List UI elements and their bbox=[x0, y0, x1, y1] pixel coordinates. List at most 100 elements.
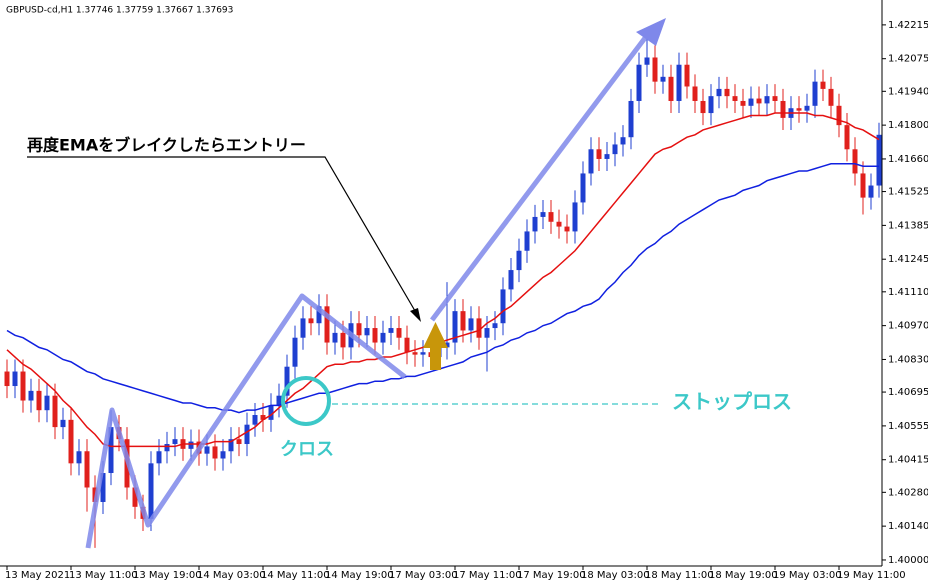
candle-body bbox=[84, 451, 90, 488]
candle-body bbox=[100, 472, 106, 502]
candle-body bbox=[316, 306, 322, 324]
trend-arrow-head bbox=[636, 18, 666, 46]
y-tick-label: 1.40695 bbox=[888, 387, 928, 398]
candle-body bbox=[220, 451, 226, 459]
candle-body bbox=[756, 98, 762, 104]
x-tick-label: 17 May 19:00 bbox=[517, 570, 586, 581]
candle-body bbox=[468, 318, 474, 331]
y-tick-label: 1.42215 bbox=[888, 20, 928, 31]
candle-body bbox=[740, 100, 746, 106]
candle-body bbox=[580, 173, 586, 203]
x-tick-label: 13 May 11:00 bbox=[69, 570, 138, 581]
candle-body bbox=[308, 318, 314, 324]
candle-body bbox=[724, 88, 730, 97]
candle-body bbox=[284, 366, 290, 396]
candle-body bbox=[268, 405, 274, 420]
candle-body bbox=[572, 202, 578, 232]
candle-body bbox=[676, 64, 682, 101]
candle-body bbox=[540, 212, 546, 217]
candle-body bbox=[36, 390, 42, 411]
candle-body bbox=[652, 57, 658, 82]
zigzag-line bbox=[85, 293, 407, 549]
y-tick-label: 1.40415 bbox=[888, 455, 928, 466]
candle-body bbox=[732, 96, 738, 101]
candle-body bbox=[508, 270, 514, 290]
candle-body bbox=[684, 64, 690, 87]
candle-body bbox=[708, 96, 714, 114]
candle-body bbox=[588, 149, 594, 174]
y-tick-label: 1.41245 bbox=[888, 254, 928, 265]
candle-body bbox=[668, 76, 674, 101]
candle-body bbox=[244, 424, 250, 445]
candle-body bbox=[444, 342, 450, 348]
candle-body bbox=[844, 125, 850, 150]
candle-body bbox=[388, 328, 394, 333]
overlay-drawings bbox=[85, 18, 666, 549]
candle-body bbox=[868, 185, 874, 198]
candle-body bbox=[548, 212, 554, 222]
x-tick-label: 18 May 03:00 bbox=[581, 570, 650, 581]
candle-body bbox=[716, 88, 722, 97]
y-tick-label: 1.41525 bbox=[888, 187, 928, 198]
candle-body bbox=[780, 100, 786, 118]
candle-body bbox=[804, 105, 810, 111]
cross-annotation: クロス bbox=[280, 439, 334, 460]
candle-body bbox=[812, 81, 818, 106]
x-tick-label: 13 May 2021 bbox=[5, 570, 70, 581]
candle-body bbox=[12, 371, 18, 387]
candle-body bbox=[772, 96, 778, 101]
symbol-header: GBPUSD-cd,H1 1.37746 1.37759 1.37667 1.3… bbox=[6, 6, 233, 16]
entry-arrow-shaft bbox=[430, 346, 441, 370]
y-tick-label: 1.42075 bbox=[888, 54, 928, 65]
candle-body bbox=[604, 154, 610, 159]
entry-arrow-head bbox=[423, 322, 448, 348]
candle-body bbox=[452, 311, 458, 343]
y-tick-label: 1.40000 bbox=[888, 555, 928, 566]
candle-body bbox=[692, 86, 698, 101]
candle-body bbox=[172, 439, 178, 445]
candle-body bbox=[612, 144, 618, 155]
y-tick-label: 1.41385 bbox=[888, 220, 928, 231]
candle-body bbox=[700, 100, 706, 114]
candle-body bbox=[44, 395, 50, 411]
x-tick-label: 17 May 03:00 bbox=[389, 570, 458, 581]
candle-body bbox=[20, 371, 26, 401]
candle-body bbox=[556, 221, 562, 227]
candle-body bbox=[324, 306, 330, 343]
candle-body bbox=[28, 390, 34, 401]
x-tick-label: 18 May 11:00 bbox=[645, 570, 714, 581]
candle-body bbox=[332, 332, 338, 343]
candle-body bbox=[516, 250, 522, 271]
candle-body bbox=[620, 137, 626, 145]
y-tick-label: 1.40970 bbox=[888, 321, 928, 332]
x-tick-label: 17 May 11:00 bbox=[453, 570, 522, 581]
candle-body bbox=[372, 328, 378, 343]
stop-loss-annotation: ストップロス bbox=[672, 390, 792, 414]
entry-arrow bbox=[423, 322, 448, 370]
candle-body bbox=[460, 311, 466, 331]
candle-body bbox=[380, 332, 386, 343]
y-tick-label: 1.41660 bbox=[888, 154, 928, 165]
y-tick-label: 1.41110 bbox=[888, 287, 928, 298]
candle-body bbox=[52, 395, 58, 428]
x-tick-label: 18 May 19:00 bbox=[709, 570, 778, 581]
candle-body bbox=[412, 352, 418, 355]
candle-body bbox=[876, 134, 882, 186]
candle-body bbox=[492, 323, 498, 329]
candle-body bbox=[164, 444, 170, 452]
candle-body bbox=[644, 57, 650, 65]
callout-line bbox=[27, 156, 419, 317]
candle-body bbox=[596, 149, 602, 159]
candle-body bbox=[748, 98, 754, 106]
candle-body bbox=[212, 446, 218, 459]
candle-body bbox=[420, 352, 426, 355]
x-tick-label: 14 May 03:00 bbox=[197, 570, 266, 581]
candle-body bbox=[68, 419, 74, 464]
x-tick-label: 14 May 19:00 bbox=[325, 570, 394, 581]
candle-body bbox=[356, 323, 362, 336]
candle-body bbox=[292, 337, 298, 367]
ema-line bbox=[6, 163, 879, 414]
candle-body bbox=[188, 441, 194, 449]
